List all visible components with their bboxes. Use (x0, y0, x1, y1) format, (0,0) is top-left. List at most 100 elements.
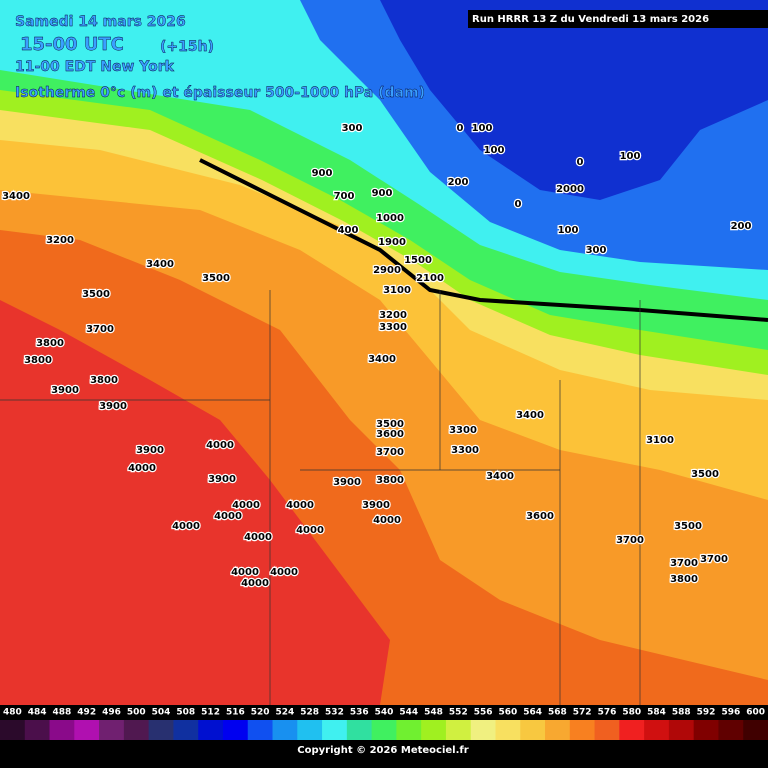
contour-label: 100 (484, 145, 505, 156)
contour-label: 4000 (270, 567, 298, 578)
legend-label: 516 (226, 708, 245, 718)
legend-label: 560 (498, 708, 517, 718)
state-borders (0, 290, 641, 705)
contour-label: 4000 (214, 511, 242, 522)
contour-label: 3700 (616, 535, 644, 546)
legend-swatch (148, 720, 174, 740)
contour-label: 4000 (128, 463, 156, 474)
contour-label: 4000 (286, 500, 314, 511)
legend-swatch (74, 720, 100, 740)
legend-label: 568 (548, 708, 567, 718)
legend-swatch (123, 720, 150, 740)
legend-label: 544 (399, 708, 418, 718)
contour-label: 3500 (376, 419, 404, 430)
legend-label: 512 (201, 708, 220, 718)
legend-swatch (668, 720, 695, 740)
legend-swatch (743, 720, 768, 740)
contour-label: 3800 (670, 574, 698, 585)
contour-label: 1500 (404, 255, 432, 266)
contour-label: 3800 (90, 375, 118, 386)
contour-label: 900 (312, 168, 333, 179)
contour-label: 3700 (700, 554, 728, 565)
legend-swatch (272, 720, 298, 740)
legend-label: 600 (746, 708, 765, 718)
contour-label: 3200 (379, 310, 407, 321)
legend-label: 484 (28, 708, 47, 718)
zone-dark-blue (380, 0, 768, 200)
contour-label: 3300 (449, 425, 477, 436)
legend-label: 540 (375, 708, 394, 718)
legend-swatch (371, 720, 397, 740)
contour-label: 4000 (373, 515, 401, 526)
contour-label: 3400 (146, 259, 174, 270)
run-box (468, 10, 768, 28)
contour-label: 100 (620, 151, 641, 162)
header-field: Isotherme 0°c (m) et épaisseur 500-1000 … (15, 85, 425, 101)
contour-label: 2900 (373, 265, 401, 276)
contour-label: 4000 (206, 440, 234, 451)
legend-swatch (222, 720, 249, 740)
legend-label: 480 (3, 708, 22, 718)
contour-label: 3700 (670, 558, 698, 569)
legend-label: 596 (721, 708, 740, 718)
contour-label: 4000 (241, 578, 269, 589)
legend-swatch (247, 720, 274, 740)
contour-label: 3500 (674, 521, 702, 532)
contour-label: 3500 (202, 273, 230, 284)
legend-swatch (346, 720, 373, 740)
legend-label: 564 (523, 708, 542, 718)
contour-label: 4000 (296, 525, 324, 536)
legend-swatch (198, 720, 224, 740)
legend-label: 556 (474, 708, 493, 718)
contour-label: 3300 (379, 322, 407, 333)
legend-swatch (644, 720, 670, 740)
legend-label: 520 (251, 708, 270, 718)
contour-label: 200 (448, 177, 469, 188)
contour-label: 100 (472, 123, 493, 134)
contour-label: 3200 (46, 235, 74, 246)
contour-label: 3900 (362, 500, 390, 511)
legend-swatch (545, 720, 571, 740)
contour-label: 0 (515, 199, 522, 210)
contour-label: 3700 (86, 324, 114, 335)
legend-label: 496 (102, 708, 121, 718)
copyright: Copyright © 2026 Meteociel.fr (297, 745, 468, 756)
contour-label: 700 (334, 191, 355, 202)
contour-label: 0 (457, 123, 464, 134)
contour-label: 3400 (516, 410, 544, 421)
contour-label: 3900 (208, 474, 236, 485)
legend-swatch (297, 720, 323, 740)
legend-swatch (396, 720, 422, 740)
contour-label: 3600 (526, 511, 554, 522)
legend-label: 500 (127, 708, 146, 718)
contour-label: 2100 (416, 273, 444, 284)
legend-swatch (49, 720, 75, 740)
contour-label: 3800 (376, 475, 404, 486)
legend-label: 588 (672, 708, 691, 718)
contour-label: 3900 (99, 401, 127, 412)
header-date: Samedi 14 mars 2026 (15, 14, 186, 30)
contour-label: 0 (577, 157, 584, 168)
contour-label: 1000 (376, 213, 404, 224)
header-local-time: 11-00 EDT New York (15, 59, 175, 75)
legend-label: 552 (449, 708, 468, 718)
legend-swatch (0, 720, 26, 740)
contour-label: 300 (342, 123, 363, 134)
legend-label: 584 (647, 708, 666, 718)
run-info: Run HRRR 13 Z du Vendredi 13 mars 2026 (472, 14, 709, 25)
legend-swatch (24, 720, 51, 740)
contour-label: 400 (338, 225, 359, 236)
legend-label: 576 (598, 708, 617, 718)
legend-swatch (322, 720, 348, 740)
legend-label: 536 (350, 708, 369, 718)
contour-label: 300 (586, 245, 607, 256)
legend-swatch (421, 720, 447, 740)
legend-label: 508 (176, 708, 195, 718)
contour-label: 3900 (333, 477, 361, 488)
contour-label: 1900 (378, 237, 406, 248)
legend-swatch (594, 720, 620, 740)
contour-label: 3300 (451, 445, 479, 456)
legend-label: 524 (276, 708, 295, 718)
